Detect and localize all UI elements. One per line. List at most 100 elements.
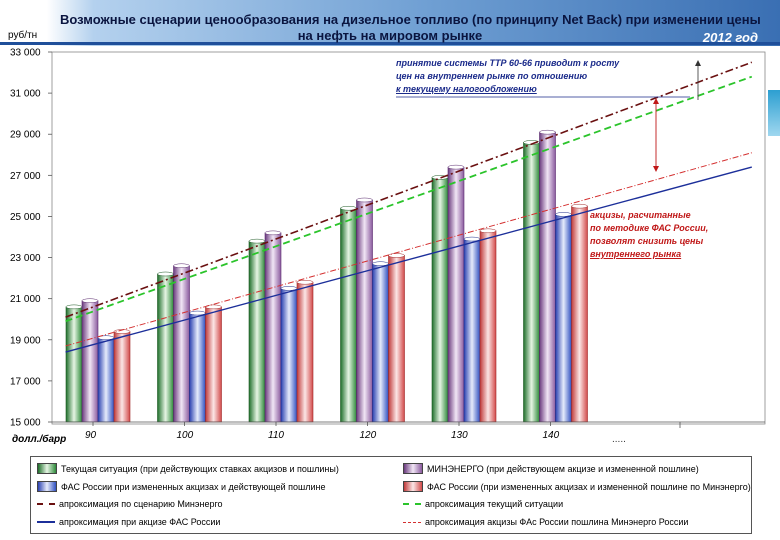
bar <box>280 288 298 423</box>
bar-cap <box>173 263 190 269</box>
annotation-arrows <box>396 60 701 172</box>
x-tick-label: 130 <box>451 430 468 441</box>
chart-title-line1: Возможные сценарии ценообразования на ди… <box>60 12 761 27</box>
y-tick-label: 23 000 <box>10 253 41 264</box>
bars-group <box>65 129 588 423</box>
legend-item-fas: ФАС России при измененных акцизах и дейс… <box>37 481 325 492</box>
bar <box>97 337 115 423</box>
bar <box>81 300 99 423</box>
bar <box>388 255 405 423</box>
bar-cap <box>81 298 99 303</box>
legend: Текущая ситуация (при действующих ставка… <box>30 456 752 534</box>
legend-line-darkred <box>37 503 55 505</box>
footer-dots: ..... <box>612 434 626 445</box>
x-tick-label: 140 <box>543 430 560 441</box>
header-band <box>0 0 780 46</box>
bar <box>431 177 449 423</box>
y-tick-label: 17 000 <box>10 376 41 387</box>
annotation-red-line2: по методике ФАС России, <box>590 223 709 233</box>
y-tick-label: 31 000 <box>10 89 41 100</box>
annotation-red-line3: позволят снизить цены <box>590 236 704 246</box>
bar <box>539 131 556 423</box>
x-axis-label: долл./барр <box>12 434 67 445</box>
legend-item-trend-minenergo: апроксимация по сценарию Минэнерго <box>37 499 223 509</box>
annotation-top-line3: к текущему налогообложению <box>396 84 537 94</box>
legend-label: ФАС России (при измененных акцизах и изм… <box>427 481 751 492</box>
legend-item-current: Текущая ситуация (при действующих ставка… <box>37 463 339 474</box>
arrowhead-red-bottom <box>653 166 659 172</box>
legend-label: апроксимация по сценарию Минэнерго <box>59 499 223 509</box>
legend-line-green <box>403 503 421 505</box>
legend-item-trend-current: апроксимация текущий ситуации <box>403 499 563 509</box>
bar <box>523 142 540 423</box>
bar-cap <box>447 164 465 170</box>
trendline <box>65 166 752 353</box>
y-tick-label: 21 000 <box>10 294 41 305</box>
trendlines-group <box>65 61 753 353</box>
y-tick-label: 19 000 <box>10 335 41 346</box>
bar <box>571 205 588 423</box>
bar-cap <box>157 271 174 277</box>
x-axis: 90 100 110 120 130 140 <box>52 421 765 441</box>
annotation-top-line2: цен на внутреннем рынке по отношению <box>396 71 588 81</box>
bar-cap <box>65 304 83 310</box>
y-tick-label: 33 000 <box>10 48 41 59</box>
bar <box>463 238 481 423</box>
bar-cap <box>296 279 314 285</box>
bar-cap <box>248 238 266 244</box>
legend-line-navy <box>37 521 55 523</box>
bar-cap <box>479 228 497 234</box>
legend-label: апроксимация при акцизе ФАС России <box>59 517 221 527</box>
legend-line-red <box>403 521 421 523</box>
legend-label: ФАС России при измененных акцизах и дейс… <box>61 481 326 492</box>
y-tick-label: 25 000 <box>10 212 41 223</box>
bar <box>447 166 465 423</box>
y-axis: 15 000 17 000 19 000 21 000 23 000 25 000 27 0… <box>10 48 52 429</box>
bar <box>189 312 206 423</box>
bar <box>248 240 266 423</box>
legend-label: Текущая ситуация (при действующих ставка… <box>61 463 339 474</box>
x-tick-label: 110 <box>268 430 284 441</box>
legend-label: апроксимация текущий ситуации <box>425 499 564 509</box>
legend-swatch-green <box>37 463 57 474</box>
bar-cap <box>539 129 556 135</box>
chart-title-line2: на нефть на мировом рынке <box>297 28 483 43</box>
bar-cap <box>356 197 373 203</box>
legend-label: МИНЭНЕРГО (при действующем акцизе и изме… <box>427 463 699 474</box>
bar <box>264 232 282 423</box>
trendline <box>65 61 753 318</box>
x-tick-label: 100 <box>177 430 194 441</box>
bar-cap <box>264 230 282 236</box>
y-tick-label: 15 000 <box>10 418 41 429</box>
legend-item-trend-fas-minenergo: апроксимация акцизы ФАс России пошлина М… <box>403 517 688 527</box>
annotation-red-line1: акцизы, расчитанные <box>590 210 691 220</box>
arrowhead-top <box>695 60 701 66</box>
legend-item-minenergo: МИНЭНЕРГО (при действующем акцизе и изме… <box>403 463 699 474</box>
y-tick-label: 29 000 <box>10 130 41 141</box>
annotation-top-line1: принятие системы ТТР 60-66 приводит к ро… <box>396 58 620 68</box>
arrowhead-red-top <box>653 98 659 104</box>
y-axis-label: руб/тн <box>8 30 38 41</box>
legend-swatch-blue <box>37 481 57 492</box>
trendline <box>65 152 752 347</box>
y-tick-label: 27 000 <box>10 171 41 182</box>
decorative-right-band <box>768 90 780 136</box>
bar <box>173 265 190 423</box>
bar <box>340 207 357 423</box>
legend-item-fas-minenergo: ФАС России (при измененных акцизах и изм… <box>403 481 751 492</box>
legend-swatch-red <box>403 481 423 492</box>
header-stripe <box>0 42 780 45</box>
bar <box>372 263 389 423</box>
bar <box>356 199 373 423</box>
annotation-red-line4: внутреннего рынка <box>590 249 682 259</box>
bar <box>555 214 572 423</box>
legend-item-trend-fas: апроксимация при акцизе ФАС России <box>37 517 220 527</box>
legend-label: апроксимация акцизы ФАс России пошлина М… <box>425 517 689 527</box>
legend-swatch-purple <box>403 463 423 474</box>
bar <box>205 306 222 423</box>
bar <box>157 273 174 423</box>
x-tick-label: 120 <box>360 430 377 441</box>
year-label: 2012 год <box>702 30 758 45</box>
x-tick-label: 90 <box>85 430 97 441</box>
